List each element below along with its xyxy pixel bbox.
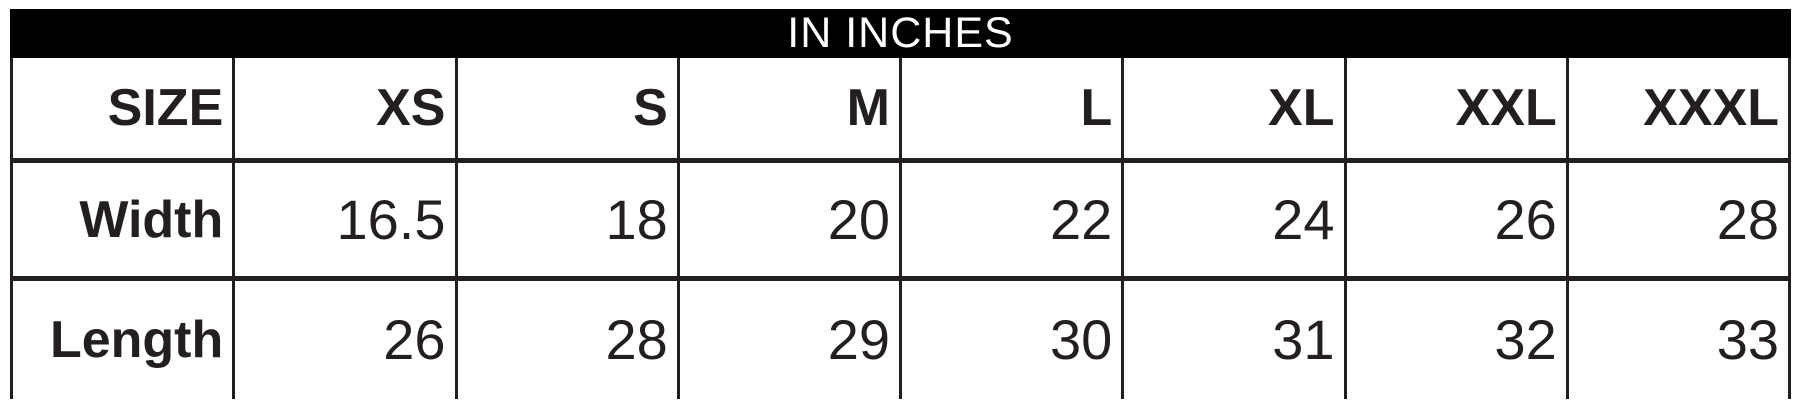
- width-value-xxl: 26: [1347, 163, 1569, 276]
- size-header-row: SIZE XS S M L XL XXL XXXL: [10, 58, 1791, 163]
- column-header-xs: XS: [235, 58, 458, 158]
- table-title-band: IN INCHES: [10, 9, 1791, 58]
- column-header-l: L: [902, 58, 1125, 158]
- length-value-xs: 26: [235, 281, 458, 399]
- width-value-l: 22: [902, 163, 1125, 276]
- width-value-xs: 16.5: [235, 163, 458, 276]
- column-header-xxxl: XXXL: [1569, 58, 1791, 158]
- column-header-size: SIZE: [13, 58, 236, 158]
- width-value-xl: 24: [1124, 163, 1347, 276]
- length-value-m: 29: [680, 281, 902, 399]
- length-value-xxl: 32: [1347, 281, 1569, 399]
- row-label-width: Width: [13, 163, 236, 276]
- length-value-xxxl: 33: [1569, 281, 1791, 399]
- width-value-s: 18: [458, 163, 680, 276]
- length-value-s: 28: [458, 281, 680, 399]
- length-value-xl: 31: [1124, 281, 1347, 399]
- table-title: IN INCHES: [787, 9, 1014, 57]
- size-chart-table: IN INCHES SIZE XS S M L XL XXL XXXL Widt…: [10, 9, 1791, 399]
- width-value-xxxl: 28: [1569, 163, 1791, 276]
- column-header-s: S: [458, 58, 680, 158]
- width-value-m: 20: [680, 163, 902, 276]
- column-header-xl: XL: [1124, 58, 1347, 158]
- width-row: Width 16.5 18 20 22 24 26 28: [10, 163, 1791, 281]
- length-row: Length 26 28 29 30 31 32 33: [10, 281, 1791, 399]
- length-value-l: 30: [902, 281, 1125, 399]
- row-label-length: Length: [13, 281, 236, 399]
- column-header-xxl: XXL: [1347, 58, 1569, 158]
- column-header-m: M: [680, 58, 902, 158]
